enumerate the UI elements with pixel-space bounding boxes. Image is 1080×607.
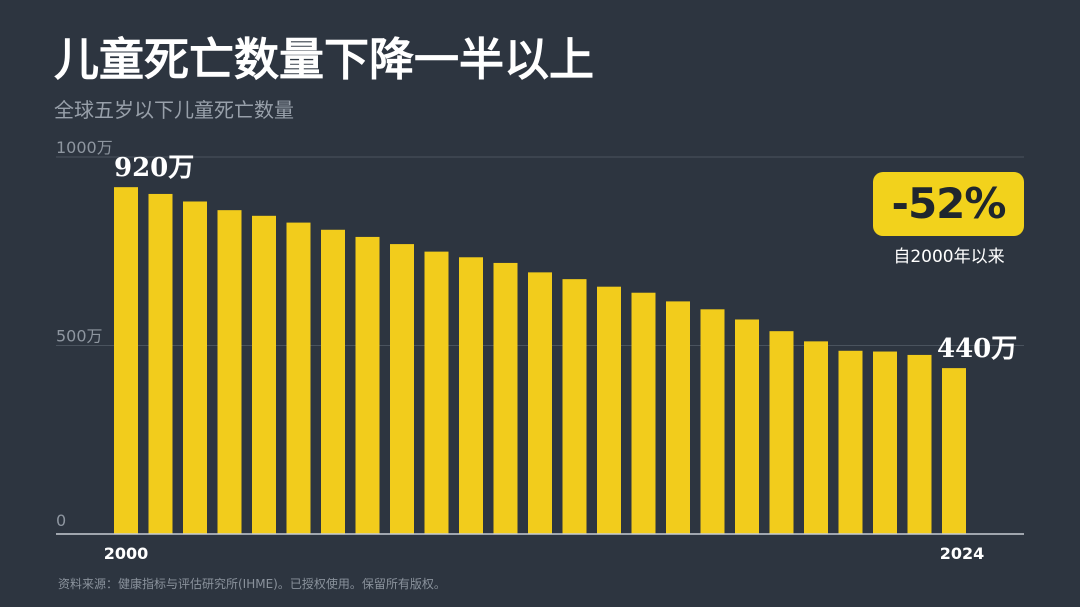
bar: [321, 229, 345, 535]
bar: [286, 222, 311, 534]
bar: [631, 292, 656, 534]
source-note: 资料来源：健康指标与评估研究所(IHME)。已授权使用。保留所有版权。: [58, 577, 446, 591]
change-caption: 自2000年以来: [893, 247, 1005, 267]
bar: [183, 201, 207, 534]
bar: [114, 187, 138, 534]
bar: [252, 215, 276, 534]
chart-title: 儿童死亡数量下降一半以上: [54, 33, 595, 86]
bar: [528, 272, 552, 534]
x-tick-label: 2000: [104, 544, 149, 563]
bar: [907, 354, 932, 534]
bar: [873, 351, 897, 534]
bar: [562, 279, 587, 534]
bar: [735, 319, 759, 534]
change-badge: -52%: [873, 172, 1024, 236]
bar: [666, 301, 690, 534]
x-tick-label: 2024: [940, 544, 985, 563]
bar: [700, 309, 725, 534]
y-tick-label: 1000万: [56, 138, 113, 157]
y-tick-label: 0: [56, 511, 66, 530]
bar: [390, 244, 414, 534]
bar: [355, 236, 380, 534]
bar: [942, 368, 966, 534]
bar: [459, 257, 483, 534]
y-tick-label: 500万: [56, 327, 103, 346]
bar: [838, 350, 863, 534]
bar: [424, 251, 449, 534]
bar: [597, 286, 621, 534]
data-label: 440万: [937, 334, 1017, 364]
bar: [804, 341, 828, 534]
chart-subtitle: 全球五岁以下儿童死亡数量: [54, 98, 294, 122]
data-label: 920万: [114, 153, 194, 183]
bar: [148, 193, 173, 535]
bar: [769, 331, 794, 534]
bar: [493, 262, 518, 534]
bar: [217, 210, 242, 535]
